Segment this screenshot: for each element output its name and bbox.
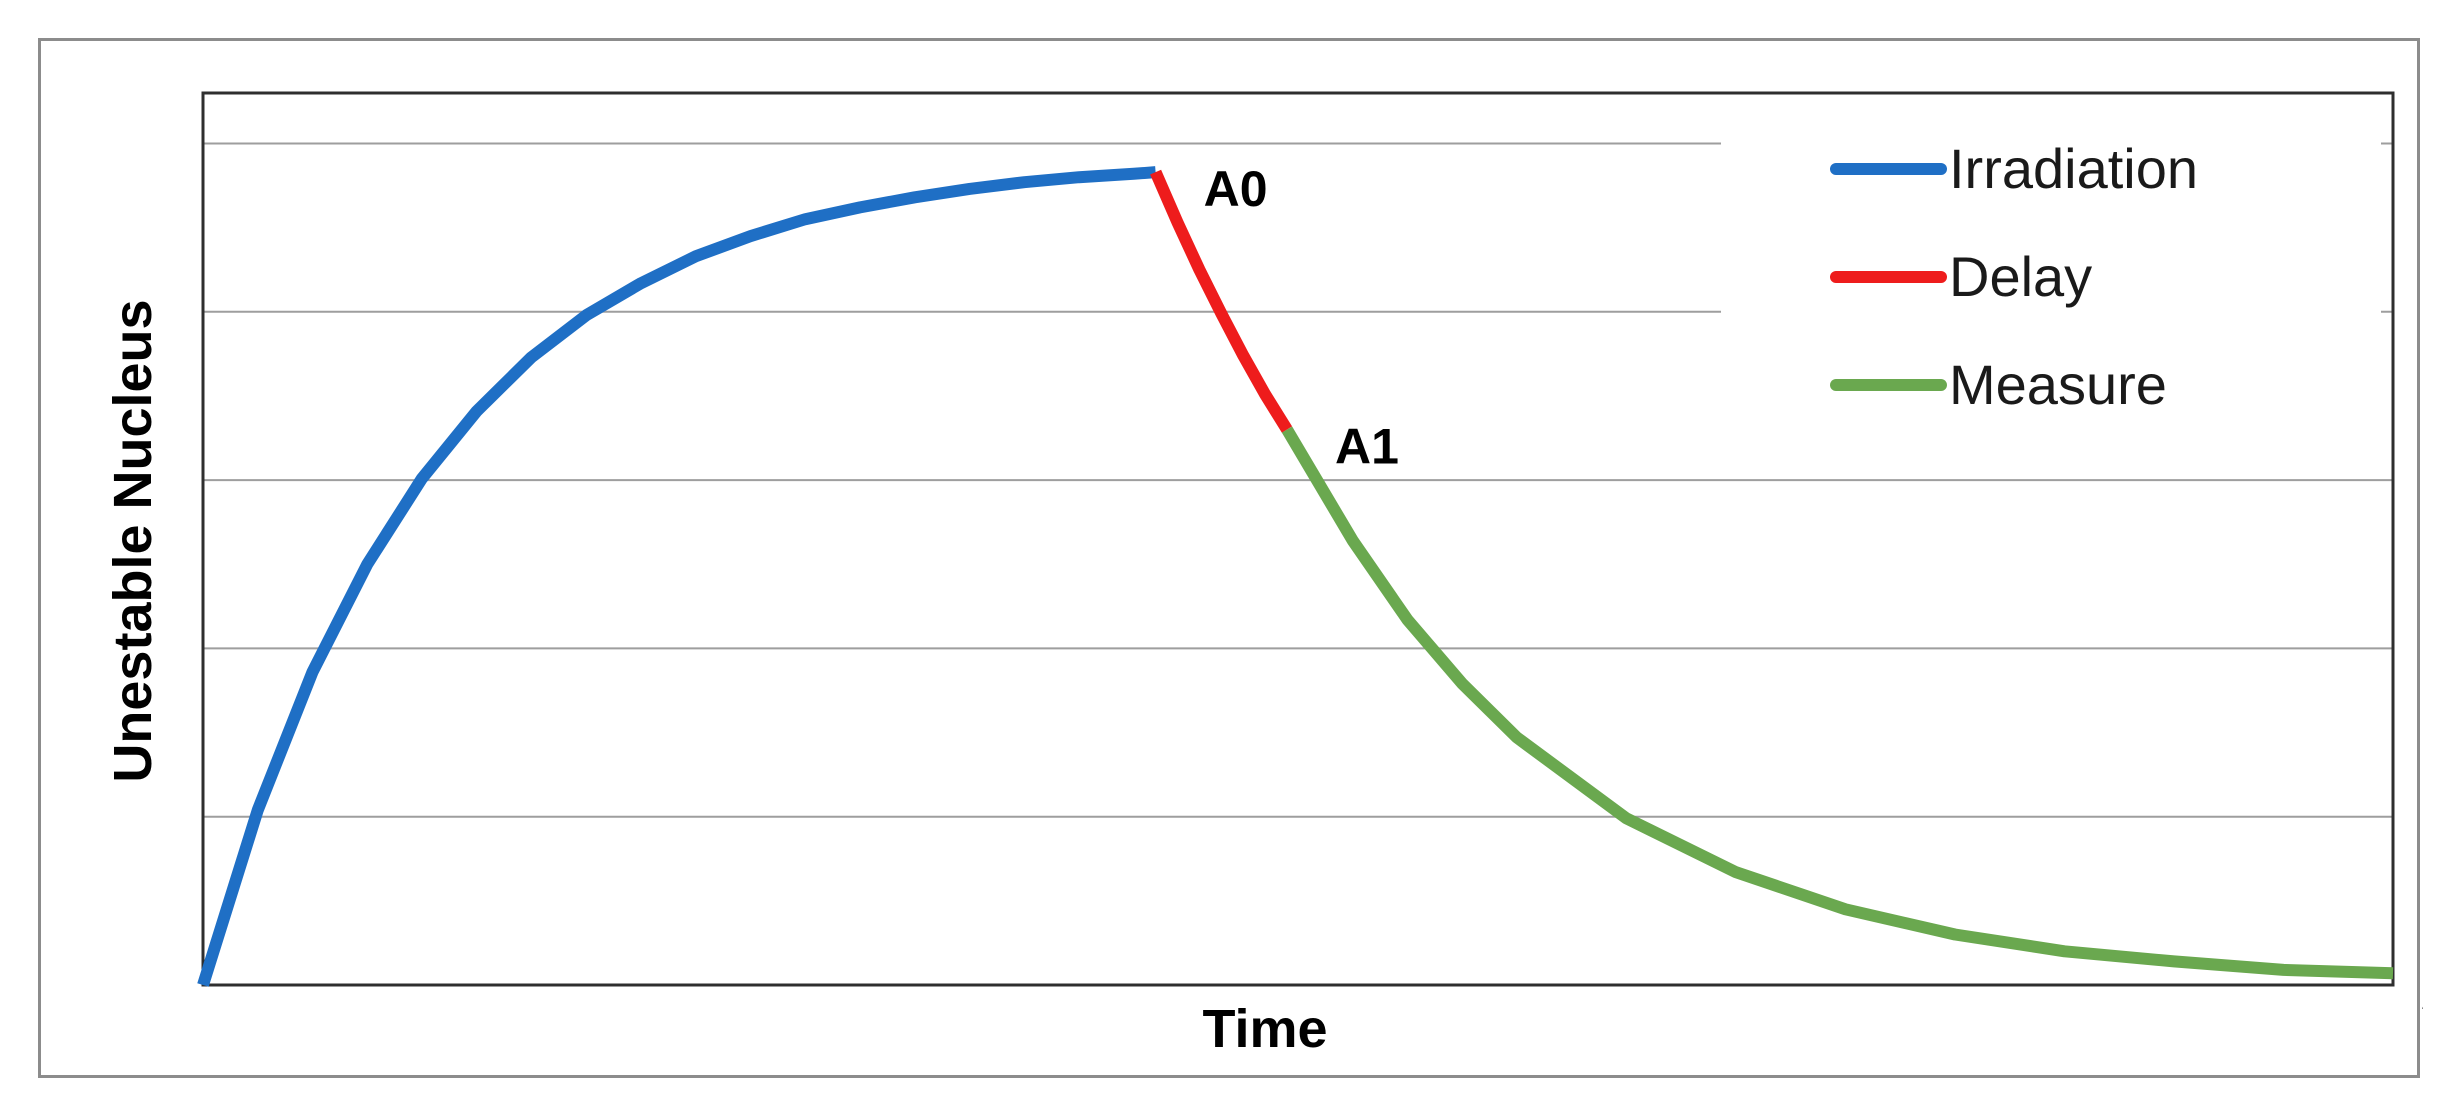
x-axis-title: Time [1202, 999, 1327, 1059]
point-labels: A0 A1 A2 [1204, 161, 2423, 1020]
legend: Irradiation Delay Measure [1721, 121, 2381, 421]
point-label-a0: A0 [1204, 161, 1268, 217]
series-line-measure [1281, 426, 2394, 980]
chart-frame: A0 A1 A2 Irradiation Delay Measure Time Unes… [38, 38, 2423, 1078]
series-layer [197, 166, 2394, 987]
point-label-a2: A2 [2421, 964, 2423, 1020]
legend-label: Measure [1949, 353, 2167, 416]
y-axis-title: Unestable Nucleus [103, 299, 163, 782]
series-line-irradiation [197, 166, 1157, 987]
legend-item-measure: Measure [1830, 353, 2167, 416]
legend-item-delay: Delay [1830, 245, 2092, 308]
legend-label: Irradiation [1949, 137, 2198, 200]
plot-area-border [201, 91, 2395, 987]
line-chart: A0 A1 A2 Irradiation Delay Measure Time Unes… [103, 91, 2423, 1059]
series-line-delay [1150, 169, 1293, 433]
legend-item-irradiation: Irradiation [1830, 137, 2198, 200]
point-label-a1: A1 [1335, 419, 1399, 475]
legend-label: Delay [1949, 245, 2092, 308]
